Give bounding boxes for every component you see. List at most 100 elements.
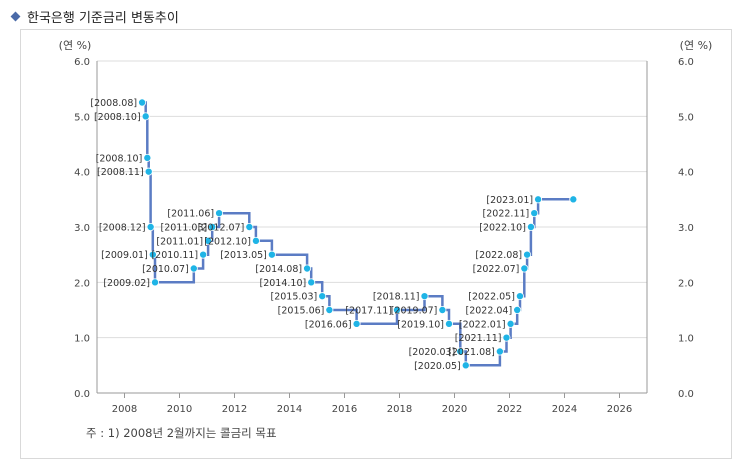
- y-tick-label-left: 2.0: [74, 278, 90, 289]
- data-point-marker: [444, 319, 453, 328]
- data-point-marker: [456, 347, 465, 356]
- data-point-marker: [245, 222, 254, 231]
- data-point-label: [2022.10]: [479, 223, 526, 234]
- y-tick-label-right: 0.0: [678, 389, 694, 400]
- data-point-label: [2008.11]: [97, 167, 144, 178]
- x-tick-label: 2008: [112, 404, 137, 415]
- y-axis-label-left: (연 %): [59, 39, 92, 52]
- data-point-marker: [143, 153, 152, 162]
- data-point-marker: [144, 167, 153, 176]
- data-point-label: [2020.03]: [409, 347, 456, 358]
- x-tick-label: 2010: [167, 404, 192, 415]
- data-point-marker: [199, 250, 208, 259]
- data-point-marker: [208, 222, 217, 231]
- data-point-marker: [215, 209, 224, 218]
- y-tick-label-right: 3.0: [678, 223, 694, 234]
- section-header: 한국은행 기준금리 변동추이: [8, 6, 179, 26]
- data-point-marker: [189, 264, 198, 273]
- y-tick-label-right: 6.0: [678, 57, 694, 68]
- data-point-label: [2022.08]: [475, 250, 522, 261]
- data-point-label: [2022.11]: [483, 209, 530, 220]
- data-point-marker: [138, 98, 147, 107]
- x-tick-label: 2016: [332, 404, 357, 415]
- data-point-label: [2013.05]: [220, 250, 267, 261]
- y-tick-label-right: 4.0: [678, 168, 694, 179]
- data-point-marker: [318, 292, 327, 301]
- y-tick-label-left: 0.0: [74, 389, 90, 400]
- data-point-label: [2022.07]: [473, 264, 520, 275]
- x-tick-label: 2012: [222, 404, 247, 415]
- data-point-label: [2008.10]: [94, 112, 141, 123]
- y-tick-label-right: 5.0: [678, 112, 694, 123]
- data-point-label: [2020.05]: [414, 361, 461, 372]
- data-point-marker: [526, 222, 535, 231]
- data-point-label: [2011.03]: [161, 223, 208, 234]
- data-point-marker: [502, 333, 511, 342]
- data-point-label: [2021.11]: [455, 333, 502, 344]
- data-point-label: [2012.07]: [198, 223, 245, 234]
- data-point-marker: [204, 236, 213, 245]
- data-point-marker: [352, 319, 361, 328]
- data-point-label: [2010.07]: [142, 264, 189, 275]
- data-point-marker: [151, 278, 160, 287]
- y-tick-label-right: 1.0: [678, 334, 694, 345]
- x-tick-label: 2022: [497, 404, 522, 415]
- x-tick-label: 2018: [387, 404, 412, 415]
- chart-title: 한국은행 기준금리 변동추이: [27, 10, 179, 26]
- data-point-label: [2010.11]: [151, 250, 198, 261]
- data-point-label: [2022.04]: [465, 306, 512, 317]
- data-point-marker: [506, 319, 515, 328]
- data-point-marker: [307, 278, 316, 287]
- data-point-marker: [251, 236, 260, 245]
- x-tick-label: 2020: [442, 404, 467, 415]
- data-point-marker: [520, 264, 529, 273]
- data-point-label: [2021.08]: [448, 347, 495, 358]
- data-point-label: [2017.11]: [345, 306, 392, 317]
- data-point-label: [2018.11]: [373, 292, 420, 303]
- y-tick-label-left: 5.0: [74, 112, 90, 123]
- data-point-label: [2015.06]: [278, 306, 325, 317]
- data-point-marker: [393, 305, 402, 314]
- data-point-label: [2014.08]: [255, 264, 302, 275]
- data-point-marker: [325, 305, 334, 314]
- data-point-marker: [534, 195, 543, 204]
- x-tick-label: 2026: [607, 404, 632, 415]
- data-point-marker: [141, 112, 150, 121]
- data-point-label: [2009.02]: [103, 278, 150, 289]
- data-point-label: [2023.01]: [486, 195, 533, 206]
- data-point-label: [2019.10]: [397, 319, 444, 330]
- data-point-label: [2016.06]: [305, 319, 352, 330]
- data-point-label: [2019.07]: [391, 306, 438, 317]
- y-tick-label-right: 2.0: [678, 278, 694, 289]
- data-point-label: [2011.01]: [156, 236, 203, 247]
- x-tick-label: 2024: [552, 404, 577, 415]
- data-point-label: [2012.10]: [204, 236, 251, 247]
- data-point-marker: [148, 250, 157, 259]
- y-tick-label-left: 1.0: [74, 334, 90, 345]
- data-point-marker: [515, 292, 524, 301]
- data-point-label: [2008.10]: [96, 153, 143, 164]
- data-point-marker: [461, 361, 470, 370]
- y-axis-label-right: (연 %): [680, 39, 713, 52]
- x-tick-label: 2014: [277, 404, 302, 415]
- data-point-label: [2008.12]: [99, 223, 146, 234]
- data-point-label: [2022.01]: [459, 319, 506, 330]
- data-point-marker: [513, 305, 522, 314]
- y-tick-label-left: 4.0: [74, 168, 90, 179]
- data-point-label: [2022.05]: [468, 292, 515, 303]
- footnote: 주 : 1) 2008년 2월까지는 콜금리 목표: [86, 426, 277, 440]
- data-point-label: [2014.10]: [260, 278, 307, 289]
- data-point-marker: [420, 292, 429, 301]
- data-point-marker: [495, 347, 504, 356]
- data-point-marker: [569, 195, 578, 204]
- data-point-label: [2011.06]: [167, 209, 214, 220]
- data-point-label: [2015.03]: [271, 292, 318, 303]
- data-point-marker: [530, 209, 539, 218]
- data-point-marker: [438, 305, 447, 314]
- y-tick-label-left: 3.0: [74, 223, 90, 234]
- data-point-label: [2008.08]: [90, 98, 137, 109]
- data-point-marker: [303, 264, 312, 273]
- data-point-marker: [146, 222, 155, 231]
- data-point-marker: [523, 250, 532, 259]
